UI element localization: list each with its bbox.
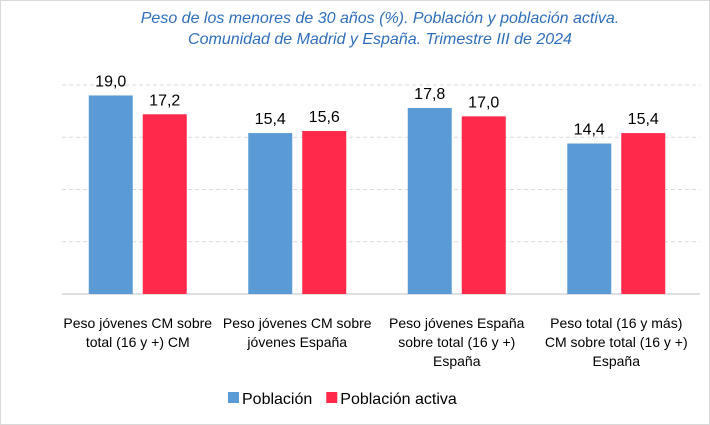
data-label: 15,4	[628, 111, 659, 128]
data-label: 15,4	[255, 111, 286, 128]
bar	[88, 95, 133, 294]
data-label: 17,0	[468, 94, 499, 111]
bar	[407, 107, 452, 295]
data-label: 17,8	[414, 86, 445, 103]
data-label: 19,0	[95, 73, 126, 90]
bar	[302, 130, 347, 294]
legend-swatch	[326, 392, 338, 403]
bar	[248, 133, 293, 294]
legend-label: Población	[242, 391, 312, 408]
data-label: 15,6	[309, 109, 340, 126]
legend-label: Población activa	[340, 391, 457, 408]
chart-title: Peso de los menores de 30 años (%). Pobl…	[140, 10, 620, 48]
bar	[567, 143, 612, 294]
legend-swatch	[228, 392, 239, 403]
bar	[461, 116, 506, 294]
x-tick-label: Peso jóvenes CM sobre jóvenes España	[222, 315, 372, 350]
x-tick-label: Peso jóvenes CM sobre total (16 y +) CM	[63, 315, 213, 350]
x-tick-label: Peso total (16 y más) CM sobre total (16…	[544, 315, 688, 369]
x-tick-label: Peso jóvenes España sobre total (16 y +)…	[389, 315, 525, 369]
bar	[142, 114, 187, 294]
bar	[621, 133, 666, 294]
data-label: 17,2	[149, 92, 180, 109]
data-label: 14,4	[574, 122, 605, 139]
